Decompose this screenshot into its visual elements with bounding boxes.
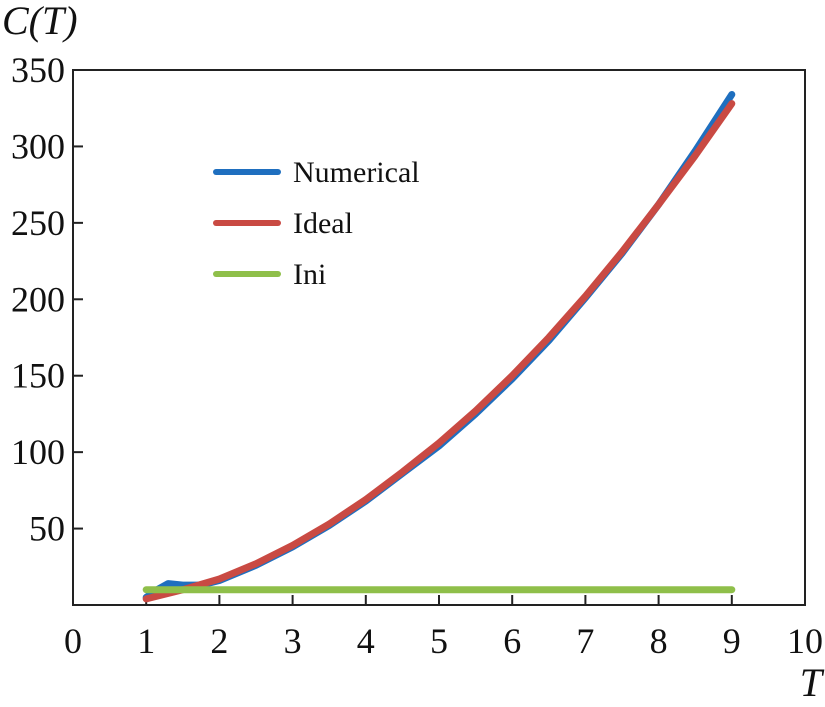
y-tick-label: 250 [11, 203, 65, 243]
legend-label-numerical: Numerical [293, 156, 420, 189]
x-tick-label: 4 [357, 621, 375, 661]
legend-label-ini: Ini [293, 258, 326, 291]
series-line-ideal [142, 100, 736, 603]
y-tick-label: 200 [11, 279, 65, 319]
x-tick-label: 3 [284, 621, 302, 661]
x-tick-label: 1 [137, 621, 155, 661]
x-tick-label: 8 [650, 621, 668, 661]
x-tick-label: 2 [210, 621, 228, 661]
x-tick-label: 0 [64, 621, 82, 661]
legend-label-ideal: Ideal [293, 207, 353, 240]
y-axis-title: C(T) [2, 0, 78, 43]
y-tick-label: 150 [11, 356, 65, 396]
x-tick-label: 10 [787, 621, 823, 661]
series-lines [142, 91, 736, 603]
x-tick-label: 7 [576, 621, 594, 661]
y-tick-label: 50 [29, 509, 65, 549]
y-axis-ticks: 50 100 150 200 250 300 350 [11, 50, 83, 549]
legend: Numerical Ideal Ini [213, 156, 420, 291]
y-tick-label: 300 [11, 126, 65, 166]
y-tick-label: 350 [11, 50, 65, 90]
x-tick-label: 5 [430, 621, 448, 661]
x-tick-label: 9 [723, 621, 741, 661]
y-tick-label: 100 [11, 432, 65, 472]
x-axis-title: T [800, 660, 825, 705]
x-tick-label: 6 [503, 621, 521, 661]
x-axis-ticks: 0 1 2 3 4 5 6 7 8 9 10 [64, 595, 823, 661]
